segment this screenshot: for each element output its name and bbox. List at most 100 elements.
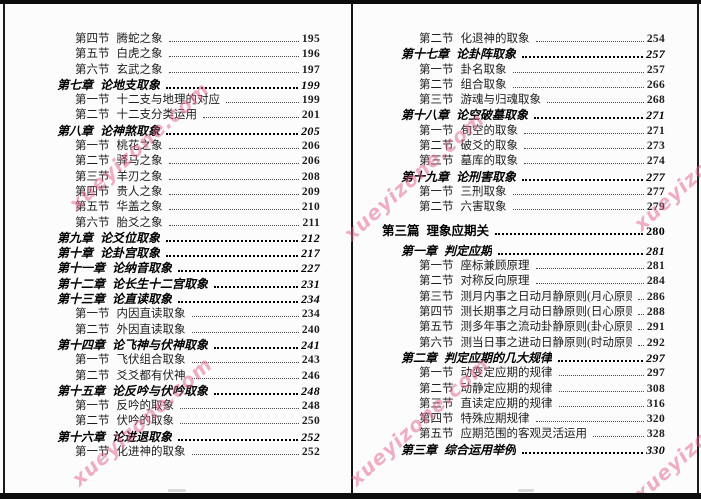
toc-entry-page-number: 195 — [301, 33, 320, 45]
dot-leader — [534, 117, 644, 120]
toc-entry-title: 论卦宫取象 — [100, 246, 161, 261]
toc-entry-title: 反吟的取象 — [116, 400, 175, 413]
toc-rows-right: 第二节 化退神的取象 254 第十七章 论卦阵取象 257 第一节 卦名取象 257 第二节 组合取… — [354, 30, 697, 457]
dot-leader — [547, 102, 644, 104]
toc-entry-page-number: 328 — [646, 428, 665, 441]
toc-row-zhang: 第十五章 论反吟与伏吟取象 248 — [10, 382, 320, 398]
scan-border-left — [3, 3, 5, 493]
toc-entry-label: 第三章 — [401, 442, 438, 457]
toc-row-zhang: 第二章 判定应期的几大规律 297 — [354, 349, 665, 365]
toc-entry-page-number: 234 — [301, 292, 320, 307]
toc-entry-label: 第一节 — [75, 446, 110, 459]
dot-leader — [637, 298, 644, 300]
toc-row-zhang: 第十三章 论直读取象 234 — [10, 290, 320, 307]
toc-entry-page-number: 209 — [301, 185, 320, 198]
toc-entry-title: 特殊应期规律 — [460, 413, 530, 426]
toc-entry-page-number: 201 — [301, 109, 320, 122]
toc-entry-label: 第二节 — [419, 382, 454, 395]
toc-entry-page-number: 208 — [301, 170, 320, 183]
toc-entry-title: 判定应期的几大规律 — [444, 350, 553, 365]
toc-entry-title: 论刑害取象 — [456, 169, 517, 184]
dot-leader — [214, 392, 299, 395]
dot-leader — [168, 71, 299, 73]
toc-entry-page-number: 257 — [646, 63, 665, 76]
toc-entry-page-number: 206 — [301, 155, 320, 168]
toc-entry-page-number: 277 — [646, 169, 665, 184]
toc-row-zhang: 第十九章 论刑害取象 277 — [354, 168, 665, 184]
toc-entry-title: 测月内事之日动月静原则(月心原则) — [460, 290, 632, 303]
toc-row-zhang: 第十章 论卦宫取象 217 — [10, 244, 320, 261]
toc-entry-title: 羊刃之象 — [116, 170, 163, 183]
toc-entry-label: 第四节 — [419, 306, 454, 319]
toc-entry-title: 判定应期 — [444, 243, 493, 258]
dot-leader — [495, 232, 644, 235]
toc-entry-label: 第十八章 — [401, 108, 450, 123]
toc-entry-title: 综合运用举例 — [444, 442, 517, 457]
toc-entry-title: 论空破墓取象 — [456, 108, 529, 123]
toc-entry-title: 内因直读取象 — [116, 308, 186, 321]
dot-leader — [522, 178, 644, 181]
toc-entry-label: 第八章 — [57, 123, 94, 138]
toc-row-jie: 第四节 腾蛇之象 195 — [10, 30, 320, 45]
toc-row-jie: 第二节 六害取象 279 — [354, 198, 665, 213]
dot-leader — [637, 329, 644, 331]
dot-leader — [535, 268, 644, 270]
scan-border-bottom — [0, 492, 701, 499]
dot-leader — [214, 346, 299, 349]
toc-entry-page-number: 196 — [301, 48, 320, 61]
toc-entry-title: 论神煞取象 — [100, 123, 161, 138]
toc-entry-label: 第一节 — [75, 140, 110, 153]
toc-entry-label: 第十五章 — [57, 383, 106, 398]
toc-entry-title: 论长生十二宫取象 — [112, 276, 209, 291]
toc-entry-title: 爻爻都有伏神 — [116, 369, 186, 382]
toc-row-pian: 第三篇 理象应期关 280 — [354, 220, 665, 238]
page-gutter-divider — [351, 3, 353, 493]
toc-entry-label: 第五节 — [75, 48, 110, 61]
toc-row-jie: 第一节 十二支与地理的对应 199 — [10, 91, 320, 106]
dot-leader — [168, 163, 299, 165]
toc-row-zhang: 第十七章 论卦阵取象 257 — [354, 45, 665, 62]
toc-row-jie: 第三节 测月内事之日动月静原则(月心原则) 286 — [354, 288, 665, 303]
dot-leader — [180, 423, 299, 425]
toc-entry-title: 座标兼顾原理 — [460, 260, 530, 273]
scan-artifact — [518, 489, 534, 492]
toc-entry-title: 论直读取象 — [112, 292, 173, 307]
toc-entry-title: 六害取象 — [460, 201, 507, 214]
toc-entry-page-number: 254 — [646, 33, 665, 45]
dot-leader — [191, 454, 299, 456]
toc-page-left: 第四节 腾蛇之象 195 第五节 白虎之象 196 第六节 玄武之象 197 第七章 论地支取象 19… — [10, 30, 352, 485]
dot-leader — [214, 285, 299, 288]
toc-entry-label: 第二节 — [419, 33, 454, 45]
toc-entry-label: 第一节 — [419, 185, 454, 198]
toc-entry-label: 第一章 — [401, 243, 438, 258]
dot-leader — [178, 270, 299, 273]
dot-leader — [203, 117, 299, 119]
dot-leader — [168, 148, 299, 150]
toc-entry-label: 第二节 — [75, 369, 110, 382]
toc-entry-title: 理象应期关 — [426, 223, 490, 238]
toc-entry-label: 第二节 — [75, 415, 110, 428]
dot-leader — [512, 71, 644, 73]
toc-row-jie: 第二节 爻爻都有伏神 246 — [10, 367, 320, 382]
toc-entry-page-number: 271 — [646, 108, 665, 123]
toc-entry-page-number: 257 — [646, 47, 665, 62]
toc-entry-title: 测当日事之进动日静原则(时动原则) — [460, 336, 632, 349]
dot-leader — [522, 451, 644, 454]
toc-entry-page-number: 243 — [301, 354, 320, 367]
dot-leader — [168, 178, 299, 180]
toc-entry-title: 桃花之象 — [116, 140, 163, 153]
toc-entry-page-number: 217 — [301, 246, 320, 261]
toc-entry-title: 驿马之象 — [116, 155, 163, 168]
toc-entry-title: 直读定应期的规律 — [460, 397, 553, 410]
toc-entry-page-number: 281 — [646, 243, 665, 258]
dot-leader — [637, 344, 644, 346]
toc-entry-label: 第五节 — [419, 428, 454, 441]
toc-row-jie: 第五节 应期范围的客观灵活运用 328 — [354, 425, 665, 440]
toc-entry-label: 第十章 — [57, 246, 94, 261]
toc-entry-title: 外因直读取象 — [116, 323, 186, 336]
toc-entry-label: 第十六章 — [57, 429, 106, 444]
dot-leader — [226, 102, 299, 104]
toc-entry-label: 第三节 — [75, 170, 110, 183]
dot-leader — [535, 421, 644, 423]
toc-entry-page-number: 284 — [646, 275, 665, 288]
